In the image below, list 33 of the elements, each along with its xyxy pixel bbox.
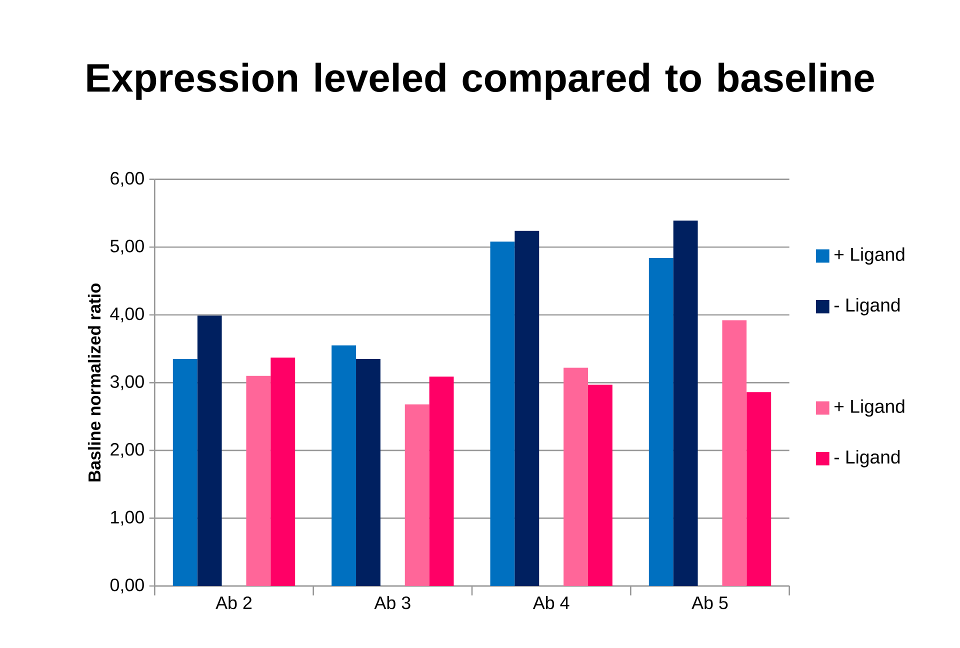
bar [197,316,222,586]
bar [673,220,698,586]
x-tick-label: Ab 2 [216,596,252,610]
bar [332,345,356,586]
legend-label: - Ligand [834,298,900,316]
chart-title: Expression leveled compared to baseline [87,62,874,100]
bar [429,376,454,586]
bar [490,242,515,586]
y-tick-label: 1,00 [111,510,144,526]
bar [588,384,612,586]
x-tick-label: Ab 5 [692,596,728,610]
bar [514,230,540,586]
bar [404,404,430,586]
bar [270,358,296,586]
y-tick-label: 2,00 [110,443,144,458]
y-tick-label: 6,00 [110,172,144,187]
y-tick-label: 0,00 [110,578,144,594]
y-tick-label: 4,00 [110,307,144,322]
legend-label: + Ligand [834,247,904,265]
x-tick-label: Ab 4 [532,596,570,610]
bar [722,320,747,586]
x-tick-label: Ab 3 [374,596,410,610]
y-tick-label: 5,00 [110,240,144,255]
bar [246,376,271,586]
y-tick-label: 3,00 [110,375,144,390]
legend-label: - Ligand [834,450,900,468]
bar [648,258,674,586]
bar [172,358,198,586]
bar [356,358,380,586]
legend-label: + Ligand [834,399,904,417]
bar [564,368,588,586]
bar [746,392,772,586]
y-axis-title: Basline normalized ratio [88,284,101,482]
